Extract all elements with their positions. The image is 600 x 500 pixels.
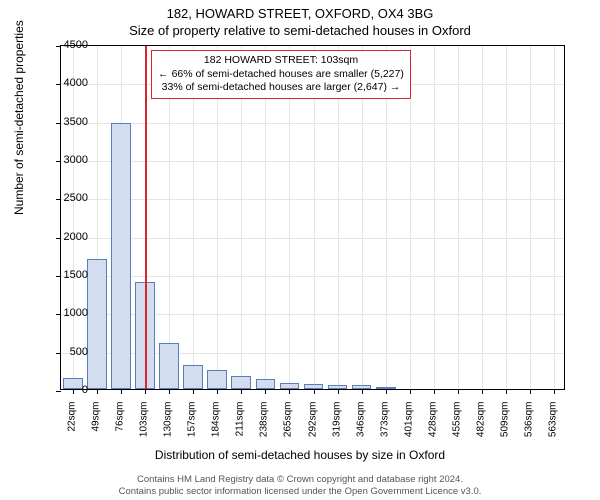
xtick-label: 509sqm <box>499 402 510 452</box>
xtick-mark <box>145 389 146 394</box>
xtick-mark <box>506 389 507 394</box>
gridline-v <box>554 46 555 389</box>
ytick-label: 3500 <box>43 116 88 128</box>
gridline-v <box>506 46 507 389</box>
xtick-mark <box>314 389 315 394</box>
xtick-label: 563sqm <box>547 402 558 452</box>
xtick-label: 22sqm <box>67 402 78 452</box>
xtick-label: 292sqm <box>307 402 318 452</box>
xtick-label: 428sqm <box>427 402 438 452</box>
xtick-label: 373sqm <box>379 402 390 452</box>
xtick-label: 346sqm <box>355 402 366 452</box>
chart-title: 182, HOWARD STREET, OXFORD, OX4 3BG Size… <box>0 0 600 38</box>
xtick-mark <box>193 389 194 394</box>
ytick-label: 2500 <box>43 192 88 204</box>
ytick-label: 4500 <box>43 39 88 51</box>
annotation-box: 182 HOWARD STREET: 103sqm← 66% of semi-d… <box>151 50 411 99</box>
xtick-label: 130sqm <box>163 402 174 452</box>
ytick-label: 3000 <box>43 154 88 166</box>
xtick-label: 536sqm <box>523 402 534 452</box>
xtick-label: 455sqm <box>451 402 462 452</box>
xtick-mark <box>338 389 339 394</box>
xtick-label: 211sqm <box>235 402 246 452</box>
ytick-label: 1000 <box>43 307 88 319</box>
gridline-v <box>458 46 459 389</box>
bar <box>231 376 251 389</box>
xtick-label: 401sqm <box>403 402 414 452</box>
xtick-mark <box>458 389 459 394</box>
bar <box>159 343 179 389</box>
title-line-1: 182, HOWARD STREET, OXFORD, OX4 3BG <box>0 6 600 21</box>
gridline-v <box>434 46 435 389</box>
xtick-mark <box>434 389 435 394</box>
xtick-label: 184sqm <box>211 402 222 452</box>
ytick-label: 0 <box>43 384 88 396</box>
ytick-label: 500 <box>43 346 88 358</box>
xtick-mark <box>362 389 363 394</box>
annotation-line: 182 HOWARD STREET: 103sqm <box>158 54 404 68</box>
title-line-2: Size of property relative to semi-detach… <box>0 23 600 38</box>
xtick-label: 265sqm <box>283 402 294 452</box>
ytick-label: 2000 <box>43 231 88 243</box>
footer-line-1: Contains HM Land Registry data © Crown c… <box>0 474 600 486</box>
bar <box>183 365 203 389</box>
xtick-label: 319sqm <box>331 402 342 452</box>
y-axis-label: Number of semi-detached properties <box>12 20 26 215</box>
gridline-h <box>61 123 564 124</box>
gridline-h <box>61 276 564 277</box>
xtick-label: 482sqm <box>475 402 486 452</box>
xtick-mark <box>289 389 290 394</box>
xtick-mark <box>554 389 555 394</box>
gridline-v <box>73 46 74 389</box>
footer-attribution: Contains HM Land Registry data © Crown c… <box>0 474 600 498</box>
xtick-mark <box>530 389 531 394</box>
gridline-v <box>530 46 531 389</box>
annotation-line: ← 66% of semi-detached houses are smalle… <box>158 68 404 82</box>
xtick-label: 238sqm <box>259 402 270 452</box>
xtick-label: 157sqm <box>187 402 198 452</box>
reference-line <box>145 46 147 389</box>
xtick-mark <box>217 389 218 394</box>
xtick-mark <box>169 389 170 394</box>
gridline-v <box>482 46 483 389</box>
xtick-mark <box>265 389 266 394</box>
ytick-label: 4000 <box>43 77 88 89</box>
xtick-mark <box>97 389 98 394</box>
xtick-label: 76sqm <box>115 402 126 452</box>
xtick-mark <box>121 389 122 394</box>
plot-area: 182 HOWARD STREET: 103sqm← 66% of semi-d… <box>60 45 565 390</box>
annotation-line: 33% of semi-detached houses are larger (… <box>158 81 404 95</box>
xtick-mark <box>410 389 411 394</box>
xtick-mark <box>241 389 242 394</box>
bar <box>207 370 227 389</box>
gridline-h <box>61 238 564 239</box>
bar <box>111 123 131 389</box>
plot-frame: 182 HOWARD STREET: 103sqm← 66% of semi-d… <box>60 45 565 390</box>
bar <box>256 379 276 389</box>
xtick-mark <box>386 389 387 394</box>
gridline-h <box>61 161 564 162</box>
xtick-label: 103sqm <box>139 402 150 452</box>
ytick-label: 1500 <box>43 269 88 281</box>
bar <box>87 259 107 389</box>
xtick-label: 49sqm <box>91 402 102 452</box>
xtick-mark <box>482 389 483 394</box>
gridline-h <box>61 199 564 200</box>
footer-line-2: Contains public sector information licen… <box>0 486 600 498</box>
